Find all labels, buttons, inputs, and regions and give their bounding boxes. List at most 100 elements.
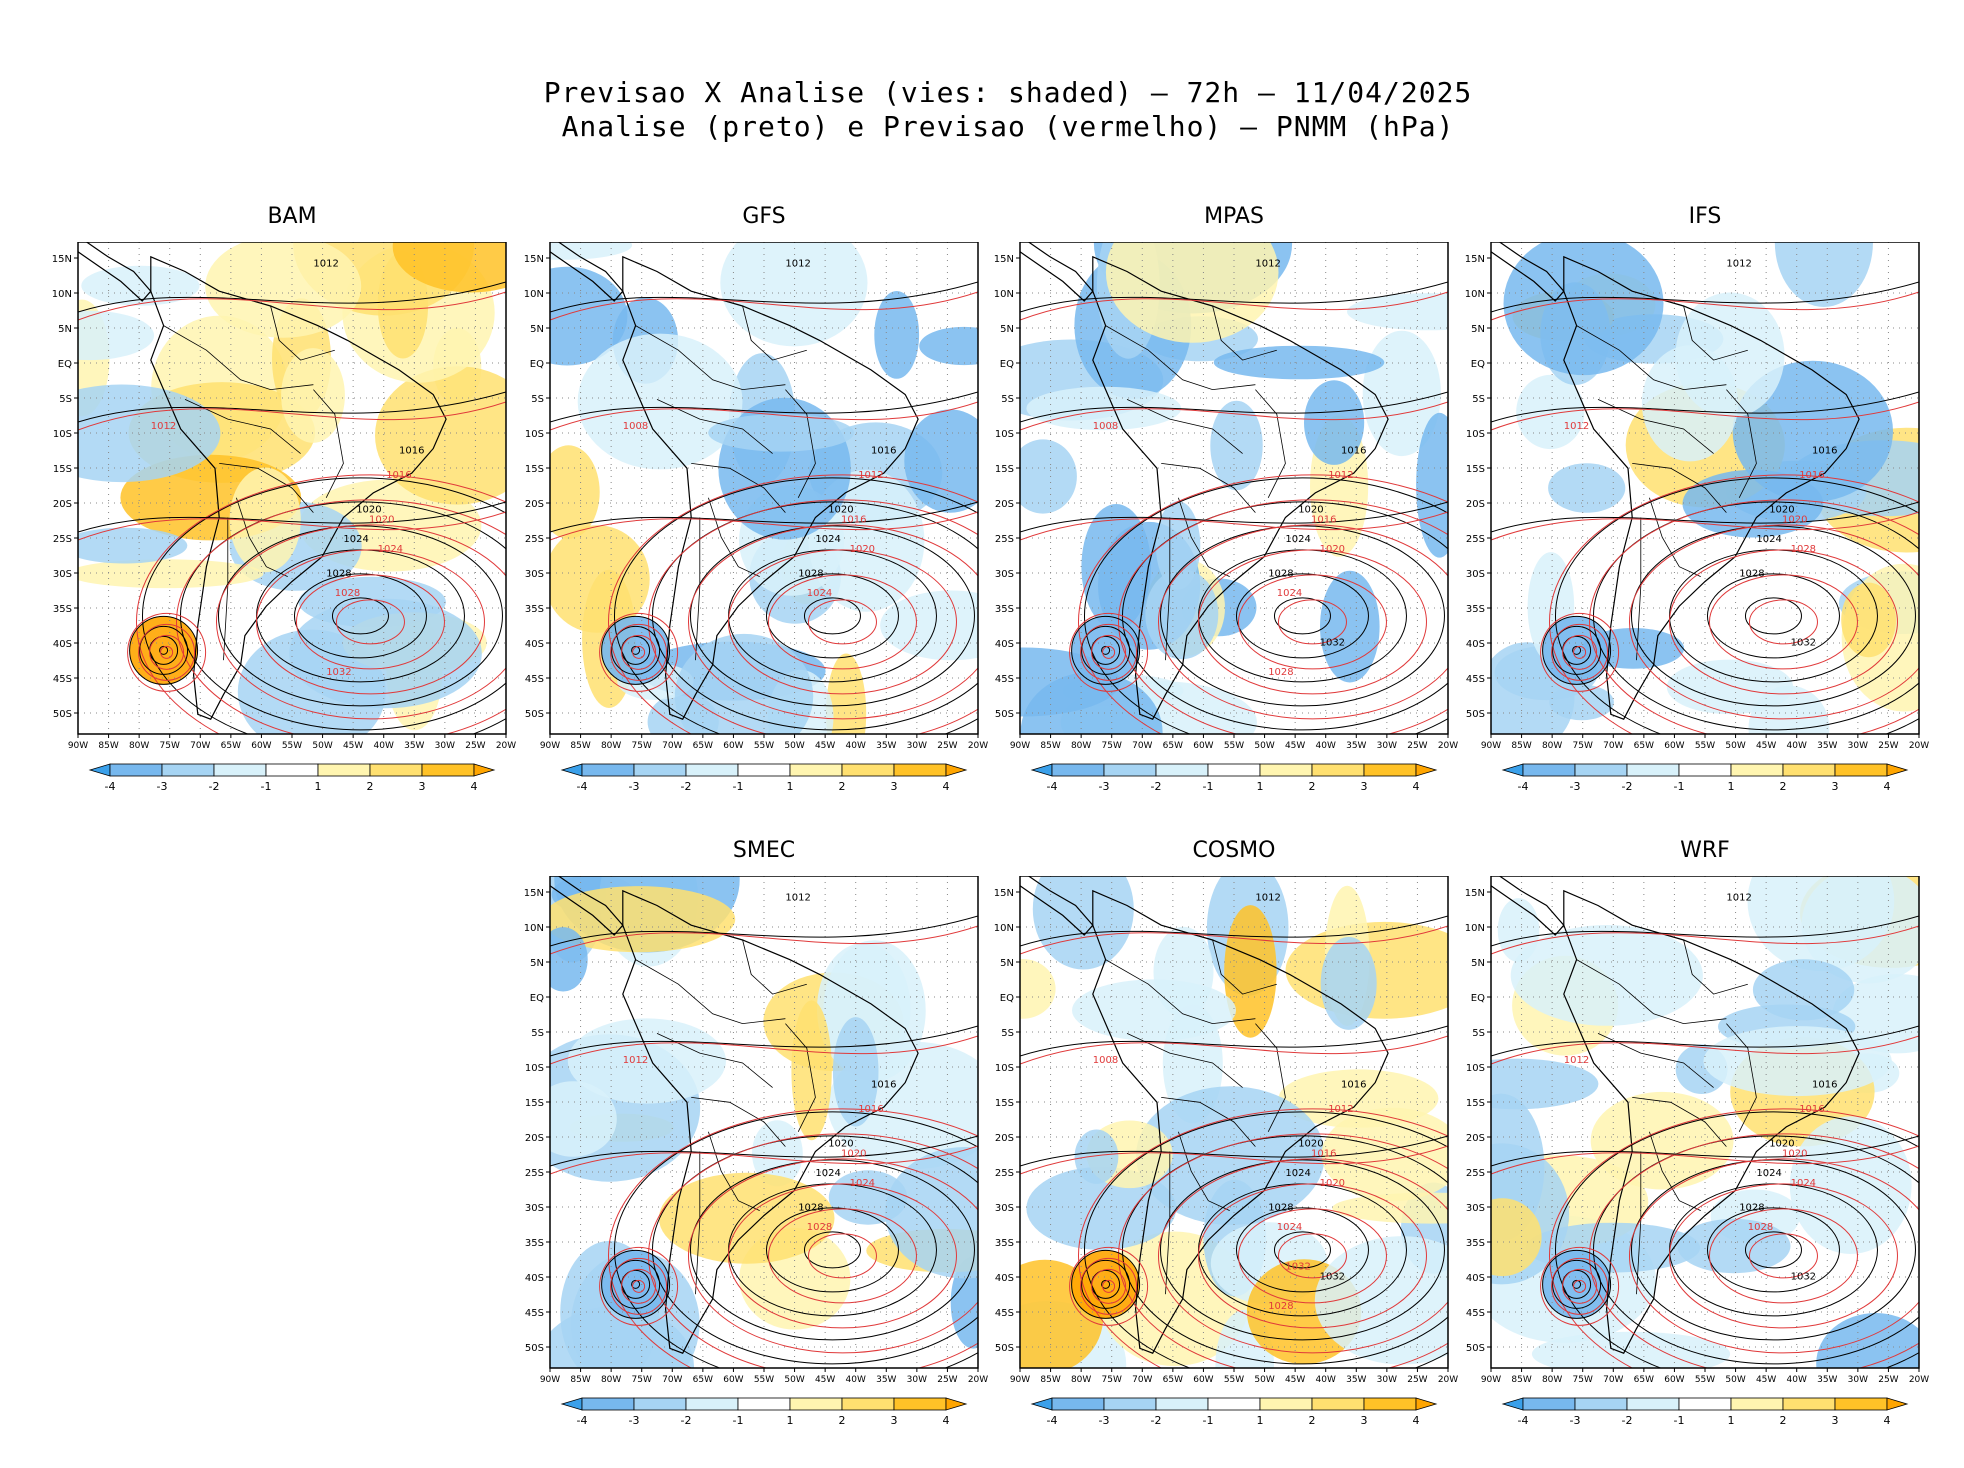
lat-label: 10N: [994, 923, 1014, 934]
lon-label: 55W: [754, 1375, 774, 1385]
map-area: 1012101610201024102810321008101210161020…: [994, 876, 1458, 1427]
lon-label: 25W: [1407, 1375, 1427, 1385]
colorbar: -4 -3 -2 -1 1 2 3 4: [1030, 763, 1438, 793]
country-border: [695, 517, 701, 661]
lat-label: 15S: [525, 464, 544, 475]
forecast-isobar: [1551, 623, 1609, 681]
bias-shade: [550, 266, 628, 366]
country-border: [1649, 1131, 1701, 1211]
forecast-isobar: [632, 645, 646, 659]
forecast-isobar: [1118, 1133, 1448, 1368]
lat-label: 5N: [1000, 958, 1014, 969]
analysis-isobar: [614, 477, 978, 734]
lat-label: 25S: [995, 1168, 1014, 1179]
analysis-isobar: [129, 615, 199, 685]
lat-label: 45S: [525, 674, 544, 685]
forecast-isobar-label: 1012: [151, 421, 176, 432]
forecast-isobar: [1708, 574, 1858, 670]
lon-label: 20W: [1438, 741, 1458, 751]
colorbar-label: -3: [157, 780, 168, 793]
country-border: [1212, 305, 1277, 361]
lat-label: 20S: [1466, 499, 1485, 510]
analysis-isobar-label: 1028: [326, 569, 351, 580]
bias-shade: [78, 310, 155, 361]
analysis-isobar: [765, 573, 899, 659]
lat-label: 50S: [525, 1343, 544, 1354]
analysis-isobar: [1159, 1159, 1445, 1341]
lon-label: 85W: [1040, 741, 1060, 751]
forecast-isobar: [1668, 549, 1898, 695]
country-border: [313, 389, 344, 498]
colorbar-label: 2: [1780, 1414, 1787, 1427]
map-svg: 1012101610201024102810081012101610201024…: [524, 242, 988, 793]
lat-label: 5S: [531, 1028, 544, 1039]
lat-label: 10S: [525, 429, 544, 440]
analysis-isobar-label: 1028: [798, 1203, 823, 1214]
country-border: [1576, 959, 1727, 1025]
colorbar: -4 -3 -2 -1 1 2 3 4: [88, 763, 496, 793]
lon-label: 90W: [540, 741, 560, 751]
map-svg: 1012101610201024102810121016102010241028…: [524, 876, 988, 1427]
colorbar-label: -1: [733, 780, 744, 793]
analysis-isobar: [550, 1025, 978, 1057]
bias-shade: [78, 527, 188, 564]
colorbar-label: -2: [1151, 1414, 1162, 1427]
colorbar-segment: [685, 1397, 739, 1411]
forecast-isobar: [1549, 1108, 1919, 1368]
forecast-isobar: [136, 474, 506, 734]
lat-label: 30S: [995, 1203, 1014, 1214]
analysis-isobar: [1020, 1025, 1448, 1057]
analysis-isobar: [1101, 645, 1111, 655]
forecast-isobar: [1197, 549, 1427, 695]
forecast-isobar-label: 1024: [1277, 588, 1302, 599]
country-border: [1161, 463, 1256, 513]
lat-label: 10S: [525, 1063, 544, 1074]
panel-ifs: IFS 1012 1016 1020 1024 1028 1032 1012 1016 1020 1…: [1451, 204, 1933, 834]
bias-shade: [904, 409, 978, 513]
lon-label: 45W: [1285, 1375, 1305, 1385]
lon-label: 90W: [1481, 1375, 1501, 1385]
panel-bam: BAM 1012 1016 1020 1024 1028 1012 1016 1020 1024 1…: [38, 204, 520, 834]
analysis-isobar-label: 1020: [1769, 505, 1794, 516]
analysis-isobar-label: 1012: [1726, 259, 1751, 270]
colorbar-label: 3: [891, 1414, 898, 1427]
lat-label: 40S: [1466, 639, 1485, 650]
lat-label: 15S: [995, 1098, 1014, 1109]
analysis-isobar: [1071, 615, 1141, 685]
analysis-isobar: [601, 1249, 671, 1319]
forecast-isobar: [1069, 1246, 1149, 1326]
analysis-isobar: [631, 1279, 641, 1289]
forecast-isobar: [1629, 524, 1919, 720]
forecast-isobar: [1197, 1183, 1427, 1329]
bias-shade: [1491, 1198, 1542, 1277]
lon-label: 90W: [68, 741, 88, 751]
lon-label: 20W: [968, 1375, 988, 1385]
forecast-isobar: [632, 1279, 646, 1293]
lat-label: 45S: [995, 674, 1014, 685]
country-border: [708, 497, 760, 577]
analysis-isobar-label: 1024: [815, 1168, 840, 1179]
lon-label: 25W: [937, 1375, 957, 1385]
bias-shade: [550, 445, 600, 539]
analysis-isobar-label: 1028: [1268, 1203, 1293, 1214]
forecast-isobar-label: 1020: [1320, 1178, 1345, 1189]
map-svg: 1012101610201024102810321008101210161020…: [994, 876, 1458, 1427]
analysis-isobar-label: 1024: [1285, 1168, 1310, 1179]
forecast-isobar: [149, 634, 185, 670]
forecast-isobar: [610, 623, 668, 681]
analysis-isobar: [1542, 1249, 1612, 1319]
analysis-isobar-label: 1028: [1739, 569, 1764, 580]
lon-label: 45W: [343, 741, 363, 751]
lat-label: 40S: [995, 639, 1014, 650]
lat-label: 25S: [995, 534, 1014, 545]
bias-shade: [708, 414, 854, 452]
lon-label: 75W: [632, 741, 652, 751]
colorbar-label: -3: [629, 1414, 640, 1427]
forecast-isobar: [621, 634, 657, 670]
colorbar-segment: [1311, 1397, 1365, 1411]
bias-shade: [950, 1256, 978, 1349]
map-area: 1012101610201024102810121016102010241028…: [524, 876, 988, 1427]
lon-label: 65W: [693, 741, 713, 751]
lon-label: 65W: [1163, 1375, 1183, 1385]
analysis-isobar-label: 1012: [1726, 893, 1751, 904]
